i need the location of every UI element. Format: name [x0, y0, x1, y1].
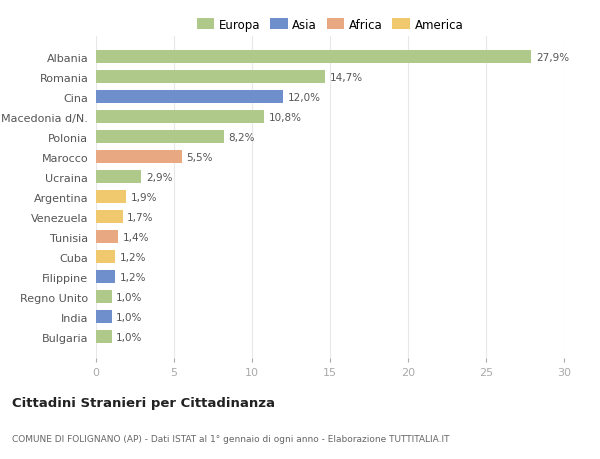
Text: 8,2%: 8,2% — [229, 133, 255, 143]
Text: COMUNE DI FOLIGNANO (AP) - Dati ISTAT al 1° gennaio di ogni anno - Elaborazione : COMUNE DI FOLIGNANO (AP) - Dati ISTAT al… — [12, 434, 449, 442]
Bar — [96, 51, 531, 64]
Bar — [96, 291, 112, 303]
Text: 10,8%: 10,8% — [269, 112, 302, 123]
Bar — [96, 211, 122, 224]
Bar — [96, 271, 115, 284]
Text: 12,0%: 12,0% — [288, 93, 321, 103]
Text: 5,5%: 5,5% — [187, 152, 213, 162]
Bar — [96, 311, 112, 324]
Bar — [96, 111, 265, 124]
Legend: Europa, Asia, Africa, America: Europa, Asia, Africa, America — [193, 15, 467, 35]
Bar — [96, 131, 224, 144]
Bar — [96, 171, 141, 184]
Bar — [96, 71, 325, 84]
Bar — [96, 191, 125, 204]
Text: 1,7%: 1,7% — [127, 213, 154, 222]
Text: 1,0%: 1,0% — [116, 312, 143, 322]
Text: 1,0%: 1,0% — [116, 332, 143, 342]
Text: Cittadini Stranieri per Cittadinanza: Cittadini Stranieri per Cittadinanza — [12, 396, 275, 409]
Bar — [96, 91, 283, 104]
Text: 1,2%: 1,2% — [119, 252, 146, 262]
Bar — [96, 330, 112, 343]
Text: 2,9%: 2,9% — [146, 173, 172, 182]
Text: 1,4%: 1,4% — [122, 232, 149, 242]
Text: 27,9%: 27,9% — [536, 53, 569, 63]
Text: 1,0%: 1,0% — [116, 292, 143, 302]
Bar — [96, 231, 118, 244]
Text: 1,9%: 1,9% — [130, 192, 157, 202]
Text: 1,2%: 1,2% — [119, 272, 146, 282]
Text: 14,7%: 14,7% — [330, 73, 363, 83]
Bar — [96, 251, 115, 263]
Bar — [96, 151, 182, 164]
